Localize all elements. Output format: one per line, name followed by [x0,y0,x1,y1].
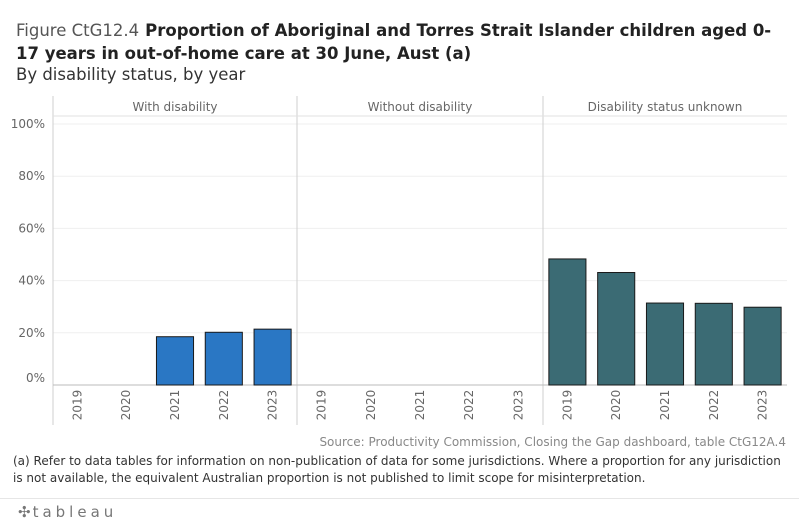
x-tick-label: 2022 [217,390,231,421]
y-tick-label: 60% [18,221,45,235]
panel-header: Without disability [368,100,473,114]
bar[interactable] [548,258,587,386]
x-tick-label: 2019 [70,390,84,421]
x-tick-label: 2022 [707,390,721,421]
bar[interactable] [204,331,243,386]
figure-title: Proportion of Aboriginal and Torres Stra… [16,21,772,63]
footer-divider [0,498,799,499]
chart-title: Figure CtG12.4 Proportion of Aboriginal a… [16,19,786,65]
tableau-wordmark: tableau [32,503,118,521]
x-tick-label: 2019 [315,390,329,421]
x-tick-label: 2019 [560,390,574,421]
bar[interactable] [253,328,292,386]
bar[interactable] [694,302,733,386]
bar[interactable] [597,272,636,386]
x-tick-label: 2023 [756,390,770,421]
x-tick-label: 2021 [168,390,182,421]
chart-area: 0% 20% 40% 60% 80% 100% With disability Without… [11,96,787,425]
x-tick-label: 2021 [658,390,672,421]
x-tick-label: 2020 [119,390,133,421]
y-tick-label: 100% [11,117,45,131]
y-tick-label: 20% [18,326,45,340]
x-tick-label: 2023 [266,390,280,421]
x-tick-label: 2020 [609,390,623,421]
chart-subtitle: By disability status, by year [16,65,246,84]
panel-header: Disability status unknown [588,100,743,114]
x-tick-label: 2023 [511,390,525,421]
y-tick-label: 40% [18,274,45,288]
figure-label: Figure CtG12.4 [16,21,140,40]
footnote: (a) Refer to data tables for information… [13,454,781,485]
y-tick-label: 80% [18,169,45,183]
tableau-logo[interactable]: ✣ tableau [18,503,117,521]
x-tick-label: 2021 [413,390,427,421]
bar[interactable] [645,302,685,386]
source-note: Source: Productivity Commission, Closing… [319,435,786,449]
x-tick-label: 2020 [364,390,378,421]
x-tick-label: 2022 [462,390,476,421]
bar[interactable] [155,336,195,386]
panel-header: With disability [132,100,217,114]
y-tick-label: 0% [26,371,45,385]
bar[interactable] [743,306,782,386]
tableau-cross-icon: ✣ [18,503,31,521]
